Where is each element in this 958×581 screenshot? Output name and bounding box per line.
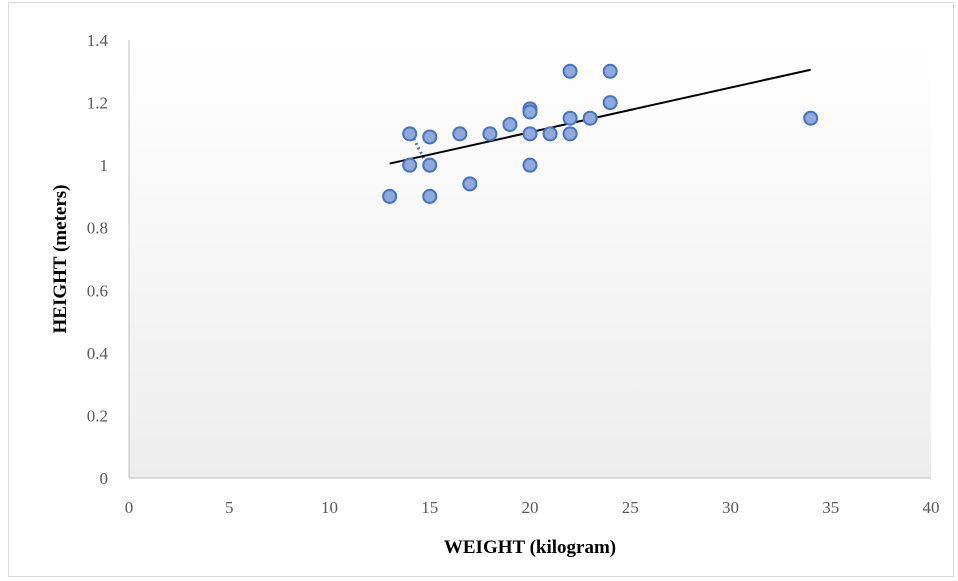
scatter-point xyxy=(402,157,418,173)
scatter-point xyxy=(562,63,578,79)
linear-trendline xyxy=(389,68,811,165)
x-tick-label: 10 xyxy=(321,498,338,517)
scatter-point xyxy=(452,126,468,142)
y-tick-label: 0.8 xyxy=(87,219,108,238)
x-tick-label: 0 xyxy=(125,498,134,517)
scatter-point xyxy=(482,126,498,142)
scatter-point xyxy=(602,63,618,79)
x-tick-label: 25 xyxy=(622,498,639,517)
scatter-point xyxy=(522,104,538,120)
scatter-point xyxy=(542,126,558,142)
y-axis-title: HEIGHT (meters) xyxy=(50,185,71,334)
points-layer xyxy=(382,63,819,204)
scatter-point xyxy=(382,188,398,204)
y-tick-label: 0.2 xyxy=(87,406,108,425)
x-tick-label: 40 xyxy=(923,498,940,517)
scatter-point xyxy=(462,176,478,192)
y-tick-label: 1.4 xyxy=(87,31,109,50)
y-tick-label: 0 xyxy=(100,469,109,488)
scatter-point xyxy=(562,126,578,142)
scatter-point xyxy=(402,126,418,142)
trendline-layer xyxy=(389,68,811,165)
scatter-point xyxy=(522,126,538,142)
x-tick-label: 15 xyxy=(421,498,438,517)
x-tick-labels: 0 5 10 15 20 25 30 35 40 xyxy=(125,498,940,517)
y-tick-label: 1 xyxy=(100,156,109,175)
y-tick-label: 0.4 xyxy=(87,344,109,363)
scatter-point xyxy=(803,110,819,126)
scatter-point xyxy=(602,95,618,111)
x-tick-label: 35 xyxy=(822,498,839,517)
scatter-point xyxy=(422,157,438,173)
scatter-point xyxy=(422,129,438,145)
scatter-point xyxy=(522,157,538,173)
scatter-point xyxy=(562,110,578,126)
x-tick-label: 5 xyxy=(225,498,234,517)
x-tick-label: 30 xyxy=(722,498,739,517)
y-tick-labels: 0 0.2 0.4 0.6 0.8 1 1.2 1.4 xyxy=(87,31,109,488)
scatter-point xyxy=(502,116,518,132)
x-tick-label: 20 xyxy=(522,498,539,517)
scatter-point xyxy=(582,110,598,126)
y-tick-label: 1.2 xyxy=(87,94,108,113)
y-tick-label: 0.6 xyxy=(87,281,108,300)
scatter-point xyxy=(422,188,438,204)
x-axis-title: WEIGHT (kilogram) xyxy=(444,537,616,558)
